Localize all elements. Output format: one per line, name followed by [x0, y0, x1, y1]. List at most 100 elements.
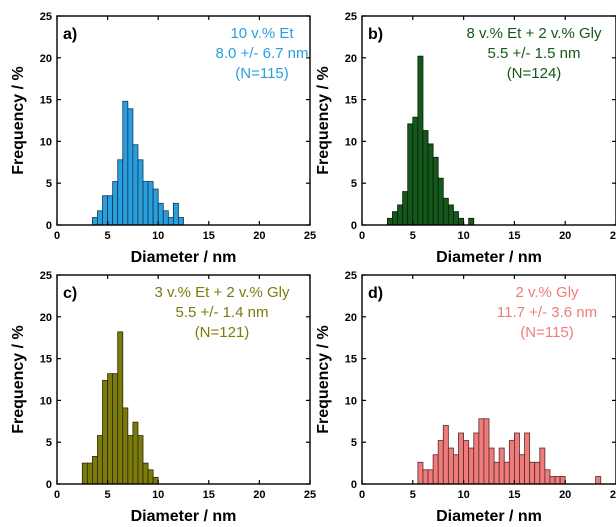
histogram-bar: [122, 100, 129, 226]
x-tick-label: 10: [152, 230, 164, 242]
histogram-bar: [422, 130, 429, 226]
histogram-bar: [152, 188, 159, 226]
x-tick-label: 5: [410, 489, 416, 501]
y-tick-label: 5: [351, 437, 357, 449]
histogram-bar: [97, 210, 103, 226]
y-tick-label: 25: [40, 270, 52, 282]
histogram-bar: [442, 197, 449, 226]
panel-label: a): [63, 26, 77, 43]
x-tick-label: 15: [203, 230, 215, 242]
histogram-bar: [432, 454, 439, 485]
x-tick-label: 0: [54, 230, 60, 242]
panel-label: d): [368, 285, 383, 302]
histogram-bar: [514, 432, 520, 485]
y-tick-label: 0: [351, 220, 357, 232]
histogram-bar: [473, 432, 480, 485]
x-axis-label: Diameter / nm: [131, 249, 237, 266]
histogram-bar: [458, 432, 464, 485]
y-tick-label: 25: [40, 11, 52, 23]
histogram-bar: [442, 425, 449, 485]
panel-label: c): [63, 285, 77, 302]
histogram-bar: [554, 476, 561, 485]
chart-panel: 0 5 10 15 20 25 0 5 10 15 20 25 Diameter / nm Frequen…: [10, 270, 316, 525]
plot-frame: [56, 274, 311, 485]
annotation-text: (N=115): [520, 324, 574, 341]
y-tick-label: 25: [345, 11, 357, 23]
histogram-bar: [178, 217, 184, 226]
annotation-text: 11.7 +/- 3.6 nm: [497, 304, 597, 321]
histogram-bar: [127, 108, 134, 226]
histogram-bar: [488, 447, 495, 485]
histogram-bar: [463, 440, 470, 485]
histogram-bar: [478, 418, 485, 485]
x-tick-label: 5: [410, 230, 416, 242]
histogram-bar: [529, 461, 536, 485]
histogram-bar: [402, 191, 409, 226]
histogram-bar: [152, 476, 159, 485]
histogram-bar: [483, 418, 490, 485]
histogram-bar: [137, 435, 144, 485]
y-tick-label: 20: [345, 53, 357, 65]
y-tick-label: 20: [40, 312, 52, 324]
histogram-bar: [559, 476, 566, 485]
histogram-bars: [386, 55, 475, 226]
y-tick-label: 10: [40, 395, 52, 407]
histogram-bar: [137, 159, 144, 226]
histogram-bar: [503, 461, 510, 485]
histogram-bar: [167, 217, 174, 226]
y-tick-label: 15: [40, 354, 52, 366]
histogram-bar: [549, 476, 556, 485]
y-tick-label: 20: [345, 312, 357, 324]
histogram-bar: [508, 440, 515, 485]
histogram-bar: [92, 456, 98, 485]
x-tick-label: 10: [457, 230, 469, 242]
histogram-bar: [142, 462, 149, 485]
histogram-bar: [172, 202, 179, 226]
y-tick-label: 5: [351, 178, 357, 190]
x-tick-label: 0: [359, 489, 365, 501]
y-axis-label: Frequency / %: [315, 325, 332, 433]
histogram-bar: [453, 454, 459, 485]
y-tick-label: 5: [46, 437, 52, 449]
histogram-bar: [81, 462, 88, 485]
annotation-text: (N=121): [195, 324, 250, 341]
histogram-bar: [595, 476, 602, 485]
y-tick-label: 20: [40, 53, 52, 65]
y-tick-label: 10: [345, 395, 357, 407]
plot-frame: [361, 274, 616, 485]
x-tick-label: 20: [253, 230, 265, 242]
y-tick-label: 10: [345, 136, 357, 148]
y-tick-label: 15: [345, 95, 357, 107]
x-tick-label: 15: [508, 230, 520, 242]
chart-panel: 0 5 10 15 20 25 0 5 10 15 20 25 Diameter / nm Frequen…: [315, 11, 616, 266]
y-tick-label: 0: [351, 479, 357, 491]
histogram-bar: [498, 447, 505, 485]
histogram-bar: [544, 469, 551, 485]
histogram-bar: [397, 204, 404, 226]
histogram-bar: [147, 469, 154, 485]
histogram-bar: [417, 55, 424, 226]
histogram-bar: [427, 469, 434, 485]
x-axis-label: Diameter / nm: [436, 508, 542, 525]
panel-label: b): [368, 26, 383, 43]
histogram-bar: [132, 144, 139, 226]
plot-frame: [56, 15, 311, 226]
histogram-bar: [117, 331, 124, 485]
histogram-bar: [468, 217, 475, 226]
y-tick-label: 0: [46, 220, 52, 232]
x-tick-label: 25: [610, 230, 616, 242]
annotation-text: 8 v.% Et + 2 v.% Gly: [467, 25, 602, 42]
x-tick-label: 10: [457, 489, 469, 501]
x-tick-label: 15: [508, 489, 520, 501]
annotation-text: 8.0 +/- 6.7 nm: [216, 45, 309, 62]
annotation-text: (N=115): [235, 65, 289, 82]
plot-frame: [361, 15, 616, 226]
histogram-bar: [427, 143, 434, 226]
histogram-bar: [102, 379, 109, 485]
y-tick-label: 10: [40, 136, 52, 148]
histogram-bar: [437, 440, 444, 485]
histogram-bar: [102, 195, 109, 226]
histogram-bar: [117, 159, 124, 226]
histogram-bar: [97, 435, 103, 485]
